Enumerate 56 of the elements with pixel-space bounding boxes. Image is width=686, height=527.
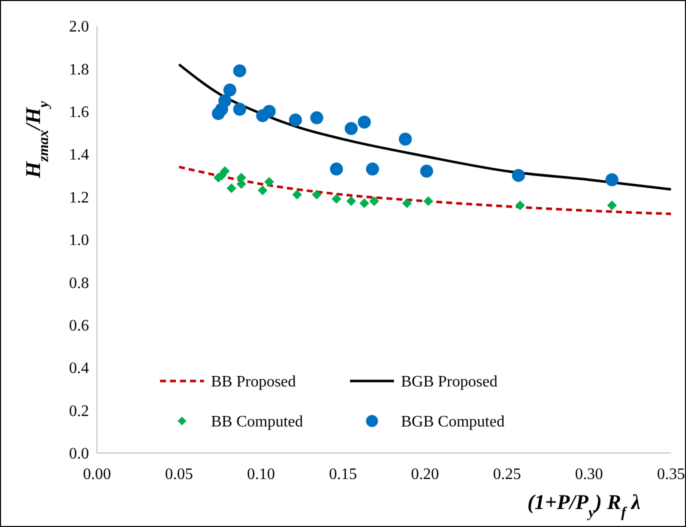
y-tick-label: 0.0 <box>69 446 89 463</box>
point <box>264 176 274 187</box>
y-tick-label: 1.8 <box>69 61 89 78</box>
point <box>226 183 236 194</box>
legend-label: BGB Computed <box>401 414 505 431</box>
point <box>344 122 358 135</box>
point <box>292 190 302 200</box>
y-tick-label: 0.8 <box>69 274 89 292</box>
point <box>369 196 380 206</box>
legend-label: BGB Proposed <box>401 374 498 391</box>
point <box>515 200 525 210</box>
point <box>310 111 324 124</box>
y-tick-label: 0.6 <box>69 318 89 334</box>
y-tick-label: 1.0 <box>69 232 89 250</box>
x-tick-label: 0.00 <box>83 466 111 483</box>
point <box>233 102 246 116</box>
line-series <box>178 63 672 191</box>
point <box>258 186 268 196</box>
y-tick-label: 2.0 <box>69 18 89 36</box>
point <box>358 116 371 129</box>
point <box>359 198 370 208</box>
y-tick-label: 1.2 <box>69 189 89 206</box>
legend-label: BB Proposed <box>211 374 296 391</box>
point <box>288 113 302 126</box>
point <box>605 173 618 186</box>
x-tick-label: 0.30 <box>575 466 603 483</box>
x-tick-label: 0.15 <box>329 466 357 483</box>
y-tick-label: 1.4 <box>69 146 89 164</box>
x-tick-label: 0.25 <box>493 466 521 483</box>
point <box>312 190 322 200</box>
point <box>423 196 434 206</box>
point <box>398 132 412 146</box>
x-tick-label: 0.35 <box>657 466 685 483</box>
x-tick-label: 0.05 <box>165 466 193 483</box>
point <box>218 94 232 108</box>
point <box>607 200 617 210</box>
point <box>346 196 356 206</box>
line-series <box>178 166 672 216</box>
x-tick-label: 0.20 <box>411 466 439 483</box>
point <box>233 64 246 78</box>
y-tick-label: 0.2 <box>69 402 89 420</box>
point <box>236 179 246 189</box>
legend-label: BB Computed <box>211 414 304 431</box>
x-axis-title: (1+P/P$_{y}$) R$_{f}$ λ <box>527 490 641 521</box>
point <box>330 162 343 176</box>
y-tick-label: 1.6 <box>69 104 89 121</box>
point <box>366 162 380 176</box>
point <box>223 84 236 97</box>
point <box>512 168 525 182</box>
x-tick-label: 0.10 <box>247 466 275 483</box>
point <box>420 164 434 178</box>
point <box>220 166 230 176</box>
point <box>402 198 412 208</box>
y-tick-label: 0.4 <box>69 360 89 378</box>
point <box>262 104 276 118</box>
point <box>332 194 342 204</box>
